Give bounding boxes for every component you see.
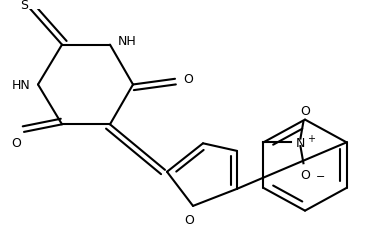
Text: +: + [307, 133, 316, 143]
Text: HN: HN [11, 79, 30, 92]
Text: O: O [301, 168, 310, 181]
Text: −: − [316, 172, 325, 182]
Text: N: N [296, 136, 305, 149]
Text: O: O [301, 104, 310, 117]
Text: S: S [20, 0, 28, 12]
Text: NH: NH [118, 35, 137, 48]
Text: O: O [184, 214, 194, 226]
Text: O: O [11, 136, 21, 149]
Text: O: O [183, 73, 193, 86]
